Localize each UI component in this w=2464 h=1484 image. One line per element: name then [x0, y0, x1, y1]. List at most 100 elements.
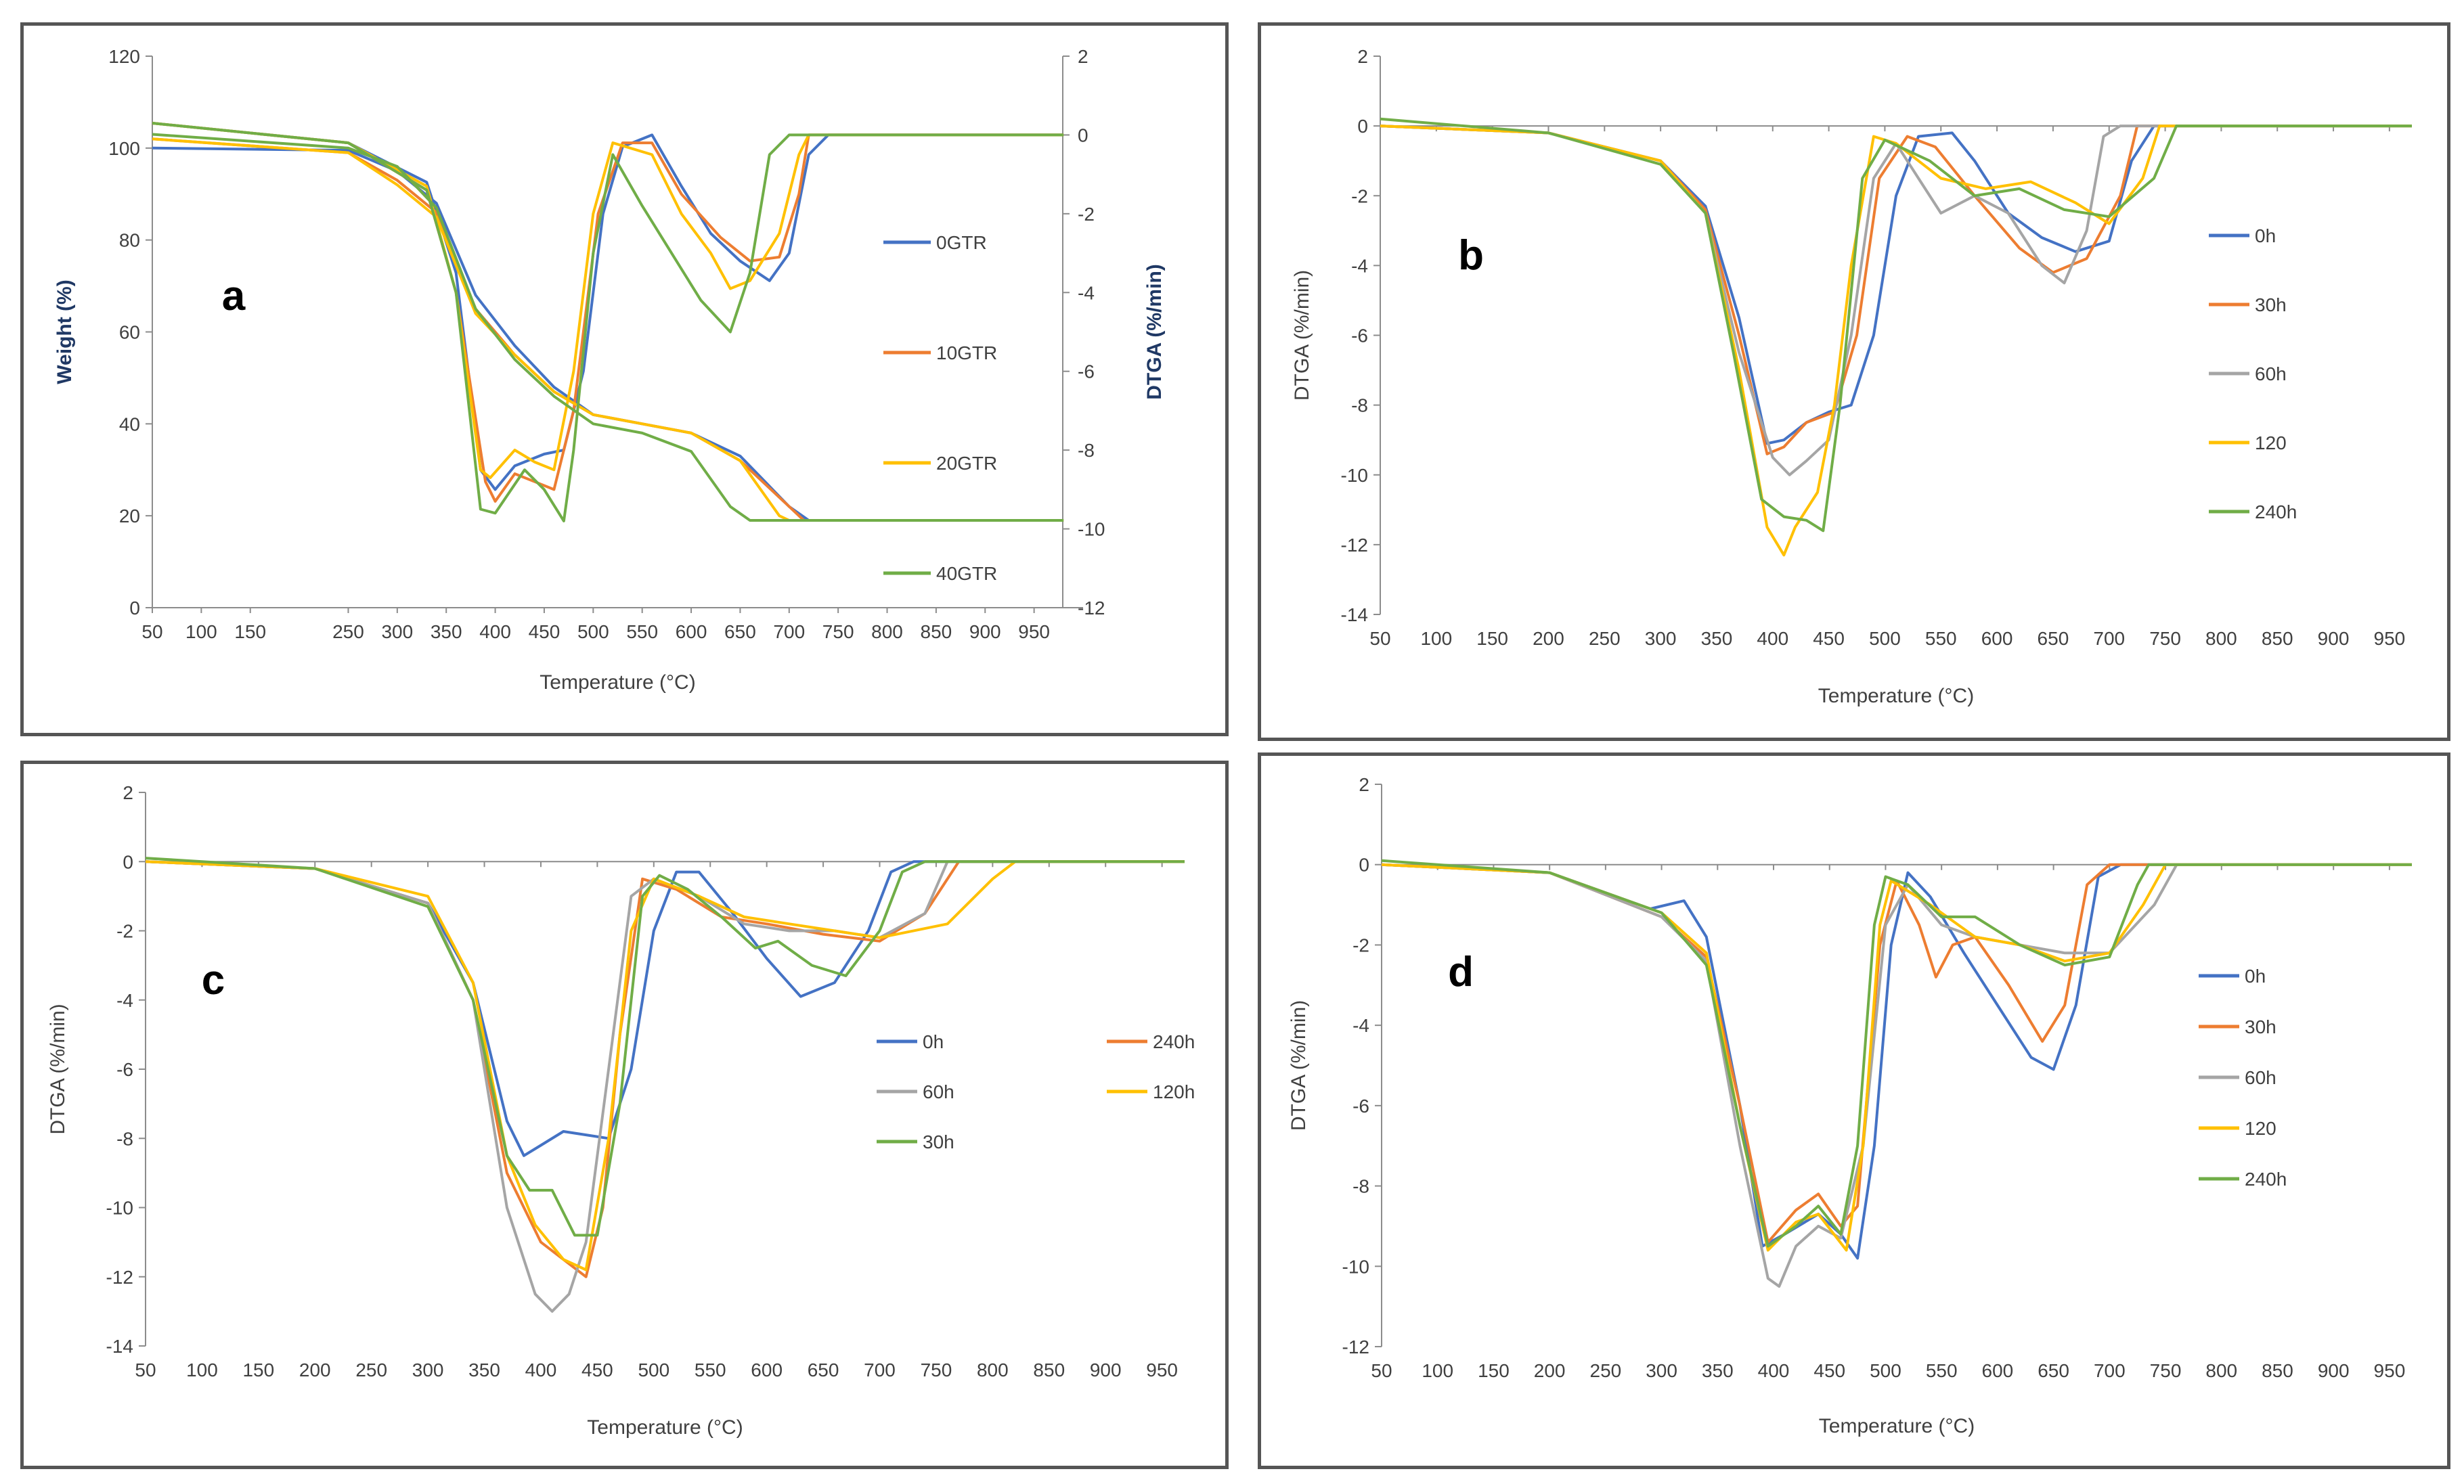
legend-label-0h: 0h: [2245, 966, 2266, 987]
x-tick-label-8: 500: [577, 621, 609, 642]
y2-axis-label: DTGA (%/min): [1143, 264, 1166, 400]
series-240h: [1380, 117, 2412, 533]
x-tick-label-14: 750: [2149, 628, 2181, 649]
legend-label-20GTR: 20GTR: [936, 453, 997, 474]
x-tick-label-17: 950: [1018, 621, 1050, 642]
series-line-30h: [1381, 863, 2412, 1244]
series-line-0h: [1380, 125, 2412, 445]
y-tick-label-0: -14: [1341, 604, 1368, 625]
x-tick-label-17: 900: [2318, 628, 2350, 649]
y-tick-label-6: 0: [1359, 855, 1369, 876]
x-axis-label: Temperature (°C): [1818, 685, 1974, 707]
x-tick-label-1: 100: [185, 621, 217, 642]
y-tick-label-2: -10: [106, 1198, 133, 1219]
panel-label: b: [1458, 232, 1484, 279]
legend-label-0h: 0h: [2255, 225, 2276, 246]
y-tick-label-4: 80: [119, 230, 140, 251]
x-tick-label-7: 400: [1758, 1360, 1790, 1381]
x-tick-label-10: 550: [695, 1359, 726, 1380]
y-tick-label-8: 2: [123, 782, 133, 803]
x-tick-label-2: 150: [1478, 1360, 1510, 1381]
series-line-120: [1380, 125, 2412, 557]
x-tick-label-13: 700: [2094, 1360, 2126, 1381]
series-line-weight-20GTR: [152, 137, 1064, 522]
x-tick-label-14: 800: [871, 621, 903, 642]
y-tick-label-5: -4: [1351, 255, 1368, 276]
series-60h: [145, 860, 1185, 1313]
panel-label: c: [202, 957, 225, 1004]
x-tick-label-6: 350: [1702, 1360, 1734, 1381]
x-tick-label-1: 100: [186, 1359, 218, 1380]
chart-panel-a: 0 20 40 60 80 100 120 50 100 150 250 300 350 400 450 50…: [20, 22, 1229, 736]
chart-panel-d: -12 -10 -8 -6 -4 -2 0 2 50 100 150 200 250 300 350 400 4…: [1258, 752, 2450, 1469]
x-tick-label-12: 650: [808, 1359, 839, 1380]
x-tick-label-9: 550: [626, 621, 658, 642]
series-0h: [1380, 125, 2412, 445]
x-tick-label-18: 950: [2374, 1360, 2406, 1381]
y-tick-label-4: -6: [1351, 325, 1368, 346]
series-30h: [1380, 125, 2412, 455]
x-tick-label-10: 600: [676, 621, 707, 642]
x-tick-label-17: 900: [2318, 1360, 2350, 1381]
legend-label-240h: 240h: [2245, 1169, 2287, 1190]
x-tick-label-6: 350: [1701, 628, 1733, 649]
series-line-0h: [1381, 863, 2412, 1260]
x-tick-label-2: 150: [1476, 628, 1508, 649]
y2-tick-label-2: -8: [1078, 440, 1095, 461]
legend-label-120: 120: [2255, 432, 2287, 453]
x-tick-label-3: 250: [332, 621, 364, 642]
series-60h: [1380, 125, 2412, 476]
y2-tick-label-3: -6: [1078, 361, 1095, 382]
series-line-0h: [145, 860, 1185, 1157]
x-tick-label-5: 300: [1646, 1360, 1677, 1381]
x-tick-label-15: 850: [921, 621, 952, 642]
x-tick-label-13: 700: [864, 1359, 896, 1380]
x-tick-label-14: 750: [2150, 1360, 2182, 1381]
series-30h: [145, 857, 1185, 1237]
series-line-60h: [1380, 125, 2412, 476]
y2-tick-label-6: 0: [1078, 125, 1088, 145]
y-tick-label-2: -8: [1352, 1176, 1369, 1197]
x-tick-label-15: 800: [977, 1359, 1009, 1380]
series-line-30h: [1380, 125, 2412, 455]
x-tick-label-8: 450: [1813, 1360, 1845, 1381]
series-line-120h: [145, 860, 1185, 1272]
x-tick-label-5: 300: [412, 1359, 444, 1380]
legend-label-30h: 30h: [2245, 1016, 2276, 1037]
x-axis-label: Temperature (°C): [1819, 1415, 1975, 1437]
x-tick-label-11: 600: [751, 1359, 783, 1380]
x-tick-label-8: 450: [1813, 628, 1845, 649]
y-axis-label: DTGA (%/min): [1288, 1000, 1310, 1131]
legend-label-240h: 240h: [1153, 1031, 1195, 1052]
x-tick-label-9: 500: [1869, 628, 1901, 649]
x-tick-label-0: 50: [1371, 1360, 1392, 1381]
y-tick-label-4: -6: [116, 1059, 133, 1080]
x-tick-label-4: 250: [355, 1359, 387, 1380]
legend-label-0GTR: 0GTR: [936, 232, 987, 253]
legend-label-240h: 240h: [2255, 501, 2297, 522]
legend-label-10GTR: 10GTR: [936, 342, 997, 363]
x-tick-label-4: 300: [381, 621, 413, 642]
y-axis-label: DTGA (%/min): [47, 1004, 69, 1134]
x-tick-label-1: 100: [1422, 1360, 1453, 1381]
x-tick-label-17: 900: [1090, 1359, 1122, 1380]
series-120: [1380, 125, 2412, 557]
x-tick-label-18: 950: [1146, 1359, 1178, 1380]
series-line-240h: [1380, 117, 2412, 533]
x-tick-label-5: 350: [431, 621, 462, 642]
y2-tick-label-5: -2: [1078, 204, 1095, 225]
x-tick-label-9: 500: [1870, 1360, 1901, 1381]
x-axis-label: Temperature (°C): [587, 1416, 743, 1439]
y-tick-label-0: -14: [106, 1336, 133, 1357]
y-tick-label-6: -2: [116, 921, 133, 942]
y-axis-label: DTGA (%/min): [1291, 270, 1313, 401]
x-tick-label-12: 700: [773, 621, 805, 642]
series-30h: [1381, 863, 2412, 1244]
y-tick-label-6: 120: [108, 46, 140, 67]
x-tick-label-11: 600: [1982, 1360, 2014, 1381]
legend-label-30h: 30h: [2255, 294, 2287, 315]
series-20GTR: [152, 122, 1064, 522]
x-tick-label-12: 650: [2038, 628, 2069, 649]
series-line-dtga-20GTR: [152, 122, 1064, 479]
